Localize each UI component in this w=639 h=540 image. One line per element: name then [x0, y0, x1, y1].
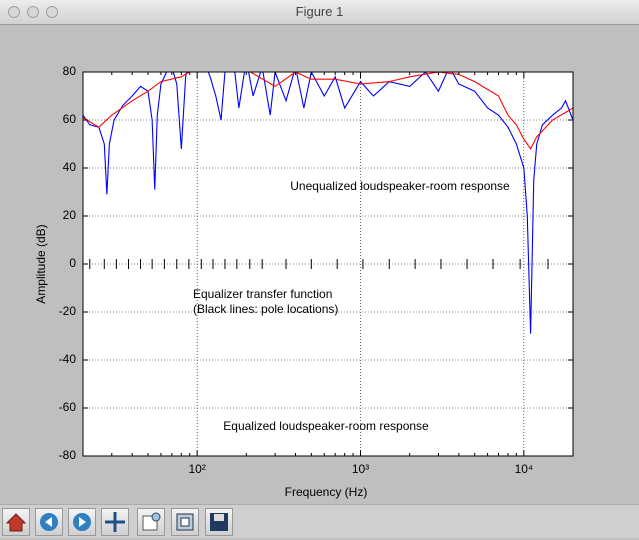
back-button[interactable]	[35, 508, 63, 536]
series-line	[83, 72, 573, 150]
y-tick-label: -60	[59, 400, 77, 414]
forward-button[interactable]	[68, 508, 96, 536]
y-tick-label: -40	[59, 352, 77, 366]
title-bar: Figure 1	[0, 0, 639, 25]
y-tick-label: 80	[63, 64, 77, 78]
annotation: (Black lines: pole locations)	[193, 302, 338, 316]
y-tick-label: 40	[63, 160, 77, 174]
minimize-button[interactable]	[27, 6, 39, 18]
x-tick-label: 10³	[352, 462, 369, 476]
save-button[interactable]	[205, 508, 233, 536]
y-tick-label: -80	[59, 448, 77, 462]
y-tick-label: 60	[63, 112, 77, 126]
x-axis-label: Frequency (Hz)	[285, 485, 368, 499]
pan-button[interactable]	[101, 508, 129, 536]
y-tick-label: 0	[69, 256, 76, 270]
close-button[interactable]	[8, 6, 20, 18]
annotation: Equalized loudspeaker-room response	[223, 419, 429, 433]
zoom-button[interactable]	[46, 6, 58, 18]
series-line	[83, 72, 573, 334]
window-title: Figure 1	[295, 4, 344, 19]
zoom-button[interactable]	[137, 508, 165, 536]
y-axis-label: Amplitude (dB)	[34, 224, 48, 303]
y-tick-label: -20	[59, 304, 77, 318]
x-tick-label: 10⁴	[515, 462, 534, 476]
home-button[interactable]	[2, 508, 30, 536]
x-tick-label: 10²	[188, 462, 205, 476]
configure-button[interactable]	[171, 508, 199, 536]
annotation: Equalizer transfer function	[193, 287, 332, 301]
y-tick-label: 20	[63, 208, 77, 222]
annotation: Unequalized loudspeaker-room response	[290, 179, 510, 193]
toolbar	[0, 504, 639, 538]
chart: -80 -60 -40 -20 0 20 40 60 80 10² 10³ 10⁴ Unequaliz…	[34, 64, 574, 499]
